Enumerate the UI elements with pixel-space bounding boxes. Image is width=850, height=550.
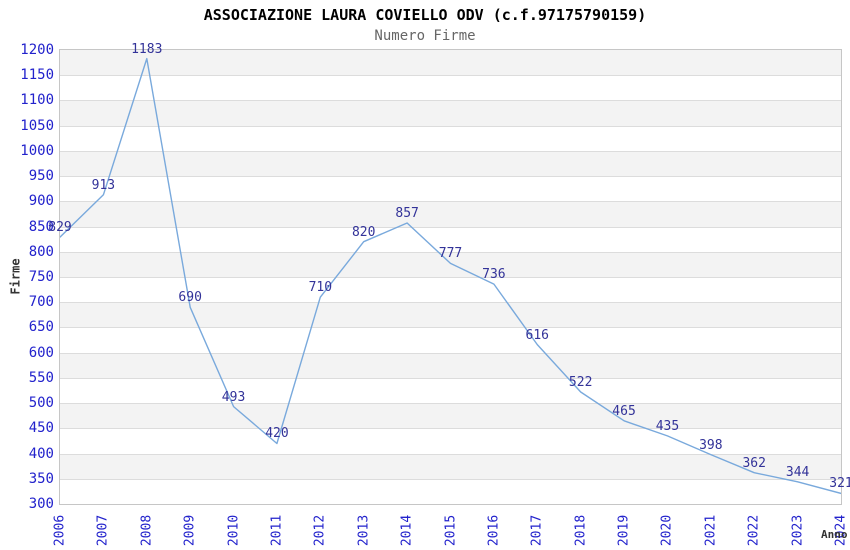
grid-band bbox=[60, 352, 841, 378]
gridline bbox=[60, 302, 841, 304]
x-tick-label: 2010 bbox=[226, 514, 242, 547]
x-tick-label: 2015 bbox=[443, 514, 458, 547]
y-tick-label: 400 bbox=[28, 445, 54, 462]
data-label: 465 bbox=[612, 403, 636, 419]
series-svg bbox=[60, 57, 841, 495]
y-tick-label: 1000 bbox=[20, 142, 54, 159]
data-label: 344 bbox=[785, 464, 810, 480]
data-label: 362 bbox=[742, 455, 766, 471]
gridline bbox=[60, 125, 841, 127]
gridline bbox=[60, 453, 841, 455]
y-tick-label: 550 bbox=[28, 369, 54, 386]
gridline bbox=[60, 377, 841, 379]
x-tick-label: 2011 bbox=[269, 514, 285, 547]
y-tick-label: 1200 bbox=[20, 42, 54, 58]
data-label: 736 bbox=[482, 267, 506, 283]
y-tick-label: 500 bbox=[28, 395, 54, 412]
gridline bbox=[60, 277, 841, 278]
data-label: 829 bbox=[48, 220, 72, 236]
x-tick-label: 2023 bbox=[790, 514, 806, 547]
gridline bbox=[60, 75, 841, 77]
chart-subtitle: Numero Firme bbox=[374, 28, 476, 44]
gridline bbox=[60, 327, 841, 329]
data-label: 435 bbox=[655, 418, 680, 434]
x-tick-label: 2006 bbox=[52, 514, 68, 547]
y-tick-label: 300 bbox=[28, 496, 54, 512]
grid-band bbox=[60, 453, 841, 479]
x-axis-title: Anno bbox=[821, 528, 848, 541]
gridline bbox=[60, 352, 841, 354]
data-label: 857 bbox=[395, 206, 419, 222]
grid-band bbox=[60, 251, 841, 277]
data-label: 522 bbox=[568, 375, 593, 390]
x-tick-label: 2020 bbox=[659, 514, 675, 547]
y-tick-label: 900 bbox=[28, 193, 54, 210]
y-tick-label: 350 bbox=[28, 470, 54, 487]
gridline bbox=[60, 403, 841, 405]
grid-band bbox=[60, 100, 841, 126]
series-line bbox=[60, 57, 841, 495]
y-tick-label: 700 bbox=[28, 294, 54, 311]
grid-band bbox=[60, 150, 841, 177]
gridline bbox=[60, 201, 841, 203]
gridline bbox=[60, 150, 841, 152]
data-label: 1183 bbox=[131, 41, 163, 57]
y-axis-title: Firme bbox=[8, 258, 23, 295]
x-tick-label: 2022 bbox=[746, 514, 762, 547]
y-tick-label: 1050 bbox=[20, 117, 54, 134]
data-label: 493 bbox=[221, 389, 246, 405]
data-label: 820 bbox=[351, 224, 376, 240]
y-tick-label: 800 bbox=[28, 243, 54, 260]
y-tick-label: 600 bbox=[28, 344, 54, 361]
x-tick-label: 2014 bbox=[399, 514, 415, 547]
y-tick-label: 1100 bbox=[20, 92, 54, 109]
plot-area bbox=[59, 49, 842, 505]
data-label: 690 bbox=[178, 290, 202, 306]
y-tick-label: 950 bbox=[28, 168, 54, 185]
y-tick-label: 1150 bbox=[20, 67, 54, 84]
gridline bbox=[60, 478, 841, 480]
data-label: 777 bbox=[438, 246, 463, 262]
grid-band bbox=[60, 50, 841, 76]
y-tick-label: 450 bbox=[28, 420, 54, 437]
data-label: 321 bbox=[829, 476, 850, 492]
grid-band bbox=[60, 403, 841, 429]
data-label: 913 bbox=[91, 177, 116, 193]
y-tick-label: 850 bbox=[28, 218, 54, 235]
grid-band bbox=[60, 201, 841, 227]
x-tick-label: 2008 bbox=[139, 514, 155, 547]
y-tick-label: 750 bbox=[28, 269, 54, 285]
y-tick-label: 650 bbox=[28, 319, 54, 336]
x-tick-label: 2009 bbox=[182, 514, 198, 547]
chart-title: ASSOCIAZIONE LAURA COVIELLO ODV (c.f.971… bbox=[203, 6, 647, 24]
data-label: 710 bbox=[308, 280, 333, 296]
gridline bbox=[60, 100, 841, 102]
x-tick-label: 2013 bbox=[356, 514, 372, 547]
x-tick-label: 2021 bbox=[703, 514, 719, 547]
data-label: 420 bbox=[265, 426, 289, 442]
x-tick-label: 2016 bbox=[486, 514, 502, 547]
x-tick-label: 2007 bbox=[95, 514, 111, 547]
gridline bbox=[60, 226, 841, 228]
x-tick-label: 2018 bbox=[573, 514, 589, 547]
data-label: 398 bbox=[699, 437, 723, 453]
gridline bbox=[60, 251, 841, 253]
x-tick-label: 2019 bbox=[616, 514, 632, 547]
x-tick-label: 2017 bbox=[529, 514, 545, 547]
x-tick-label: 2012 bbox=[312, 514, 328, 547]
gridline bbox=[60, 428, 841, 430]
data-label: 616 bbox=[525, 327, 550, 343]
gridline bbox=[60, 176, 841, 178]
